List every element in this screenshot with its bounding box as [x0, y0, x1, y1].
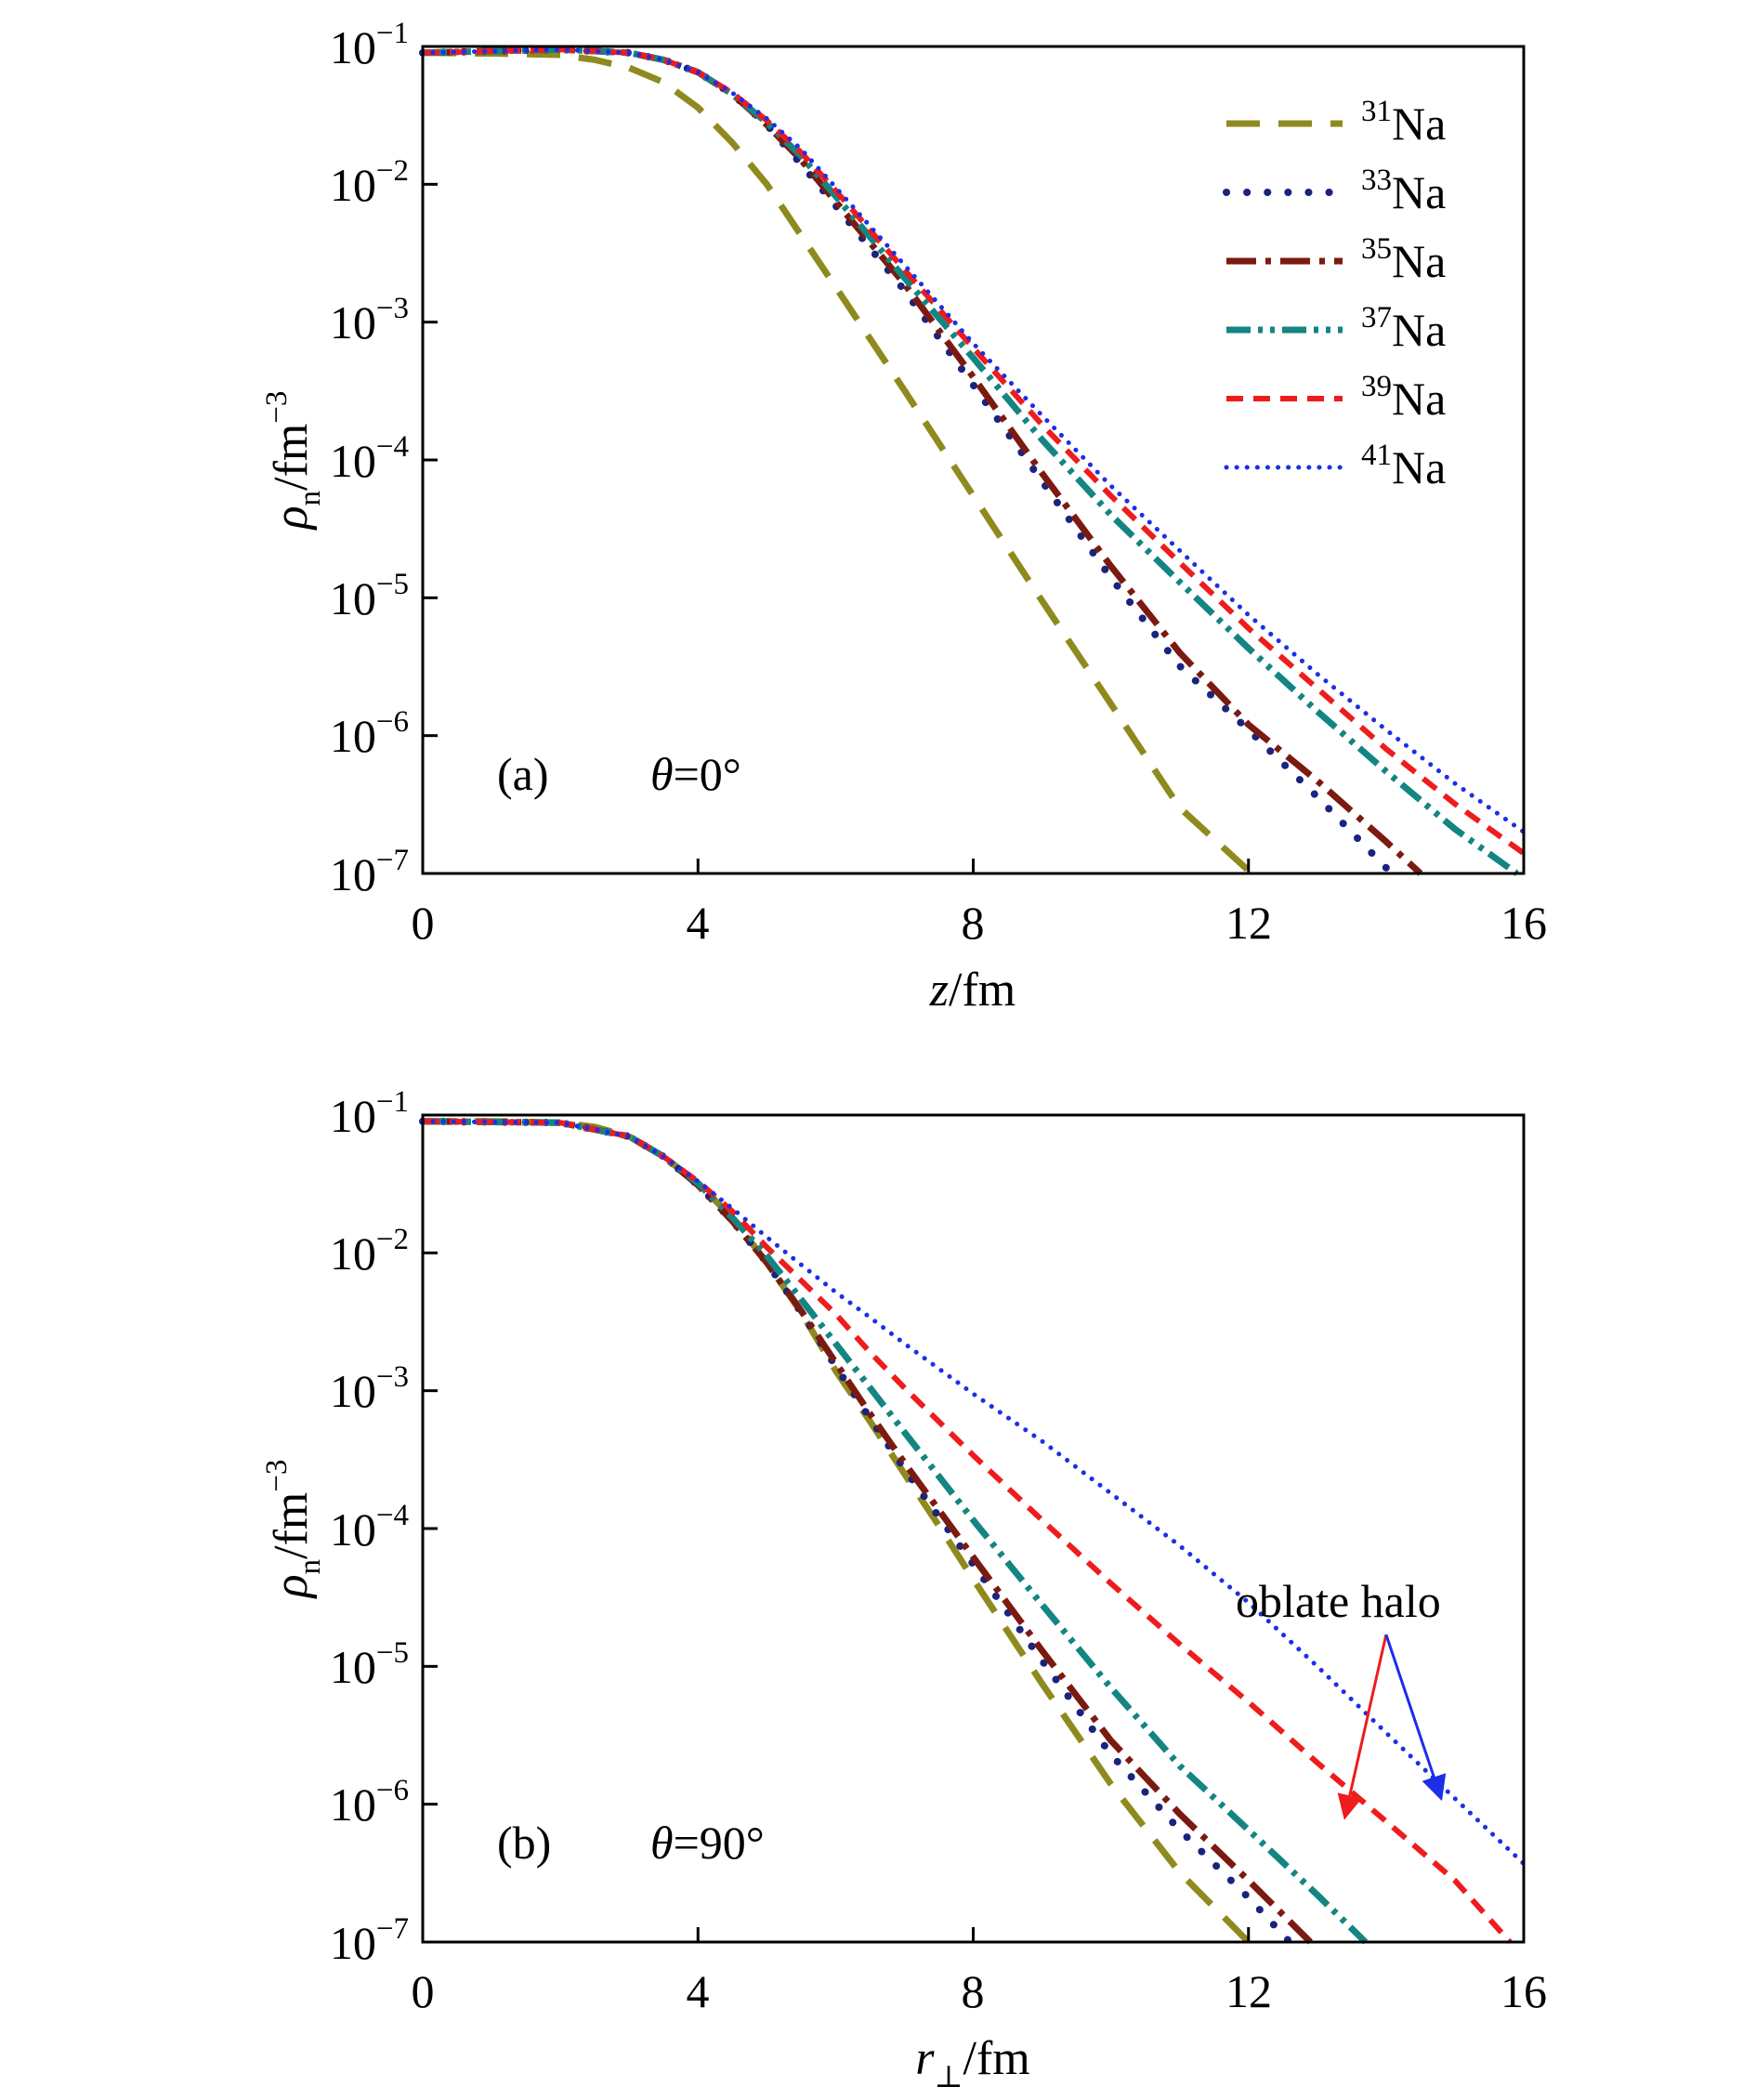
panel-b-x-tick-label: 8	[962, 1965, 985, 2017]
panel-b-x-axis-title: r⊥/fm	[915, 2032, 1030, 2094]
panel-b-x-tick-label: 12	[1225, 1965, 1272, 2017]
panel-b-x-tick-label: 0	[412, 1965, 435, 2017]
panel-a-series-33Na	[419, 46, 1390, 872]
panel-a-x-tick-labels: 0 4 8 12 16	[412, 897, 1548, 949]
panel-a-x-tick-label: 4	[687, 897, 710, 949]
oblate-halo-arrow	[1337, 1634, 1388, 1820]
panel-b-x-tick-label: 16	[1500, 1965, 1547, 2017]
panel-b-series	[419, 1117, 1527, 1946]
oblate-halo-label: oblate halo	[1236, 1575, 1441, 1627]
legend-label-39Na: 39Na	[1361, 370, 1446, 425]
panel-b-y-tick-label: 10−7	[330, 1912, 409, 1969]
panel-b-angle: θ=90°	[650, 1817, 765, 1869]
panel-a-y-tick-label: 10−7	[330, 844, 409, 900]
panel-b-series-41Na	[420, 1119, 1527, 1867]
panel-a-x-tick-label: 12	[1225, 897, 1272, 949]
panel-b-y-tick-label: 10−4	[330, 1499, 409, 1555]
panel-a-series-39Na	[422, 46, 1526, 856]
panel-b-label: (b)	[497, 1817, 551, 1869]
panel-a: 10−1 10−2 10−3 10−4 10−5 10−6 10−7 0 4 8…	[260, 17, 1547, 1017]
panel-b-y-tick-label: 10−2	[330, 1223, 409, 1280]
panel-b-ticks	[421, 1113, 1526, 1944]
panel-b-series-39Na	[422, 1118, 1513, 1944]
panel-a-x-tick-label: 0	[412, 897, 435, 949]
panel-b: 10−1 10−2 10−3 10−4 10−5 10−6 10−7 0 4 8…	[260, 1085, 1547, 2094]
legend-label-31Na: 31Na	[1361, 95, 1446, 150]
panel-b-y-tick-label: 10−6	[330, 1774, 409, 1831]
panel-a-x-tick-label: 16	[1500, 897, 1547, 949]
panel-a-y-axis-title: ρn/fm−3	[260, 391, 327, 532]
panel-b-series-35Na	[422, 1118, 1313, 1945]
legend-label-37Na: 37Na	[1361, 301, 1446, 356]
panel-b-series-37Na	[422, 1118, 1369, 1945]
panel-a-series	[419, 46, 1527, 877]
oblate-halo-arrows	[1337, 1634, 1447, 1820]
panel-a-series-31Na	[422, 49, 1264, 877]
oblate-halo-arrow	[1384, 1634, 1447, 1802]
panel-b-y-tick-label: 10−5	[330, 1636, 409, 1693]
panel-a-series-37Na	[422, 46, 1519, 876]
panel-a-label: (a)	[497, 748, 549, 800]
panel-b-y-tick-labels: 10−1 10−2 10−3 10−4 10−5 10−6 10−7	[330, 1085, 409, 1969]
panel-b-y-axis-title: ρn/fm−3	[260, 1460, 327, 1600]
panel-a-y-tick-label: 10−2	[330, 154, 409, 211]
panel-a-y-tick-label: 10−6	[330, 705, 409, 762]
panel-b-plot-frame	[421, 1113, 1526, 1944]
panel-a-x-axis-title: z/fm	[929, 964, 1016, 1017]
legend: 31Na 33Na 35Na 37Na 39Na 41Na	[1223, 95, 1446, 493]
panel-a-x-tick-label: 8	[962, 897, 985, 949]
legend-label-41Na: 41Na	[1361, 439, 1446, 493]
panel-a-series-41Na	[420, 46, 1527, 834]
panel-b-x-tick-labels: 0 4 8 12 16	[412, 1965, 1548, 2017]
panel-a-y-tick-label: 10−3	[330, 292, 409, 348]
panel-b-x-tick-label: 4	[687, 1965, 710, 2017]
panel-a-angle: θ=0°	[650, 748, 741, 800]
legend-label-35Na: 35Na	[1361, 232, 1446, 287]
panel-a-ticks	[421, 45, 1526, 875]
panel-a-y-tick-labels: 10−1 10−2 10−3 10−4 10−5 10−6 10−7	[330, 17, 409, 900]
panel-b-series-33Na	[419, 1117, 1294, 1946]
panel-a-y-tick-label: 10−4	[330, 430, 409, 487]
panel-b-y-tick-label: 10−1	[330, 1085, 409, 1142]
legend-label-33Na: 33Na	[1361, 164, 1446, 218]
panel-b-y-tick-label: 10−3	[330, 1360, 409, 1417]
panel-a-y-tick-label: 10−5	[330, 568, 409, 624]
panel-a-y-tick-label: 10−1	[330, 17, 409, 73]
